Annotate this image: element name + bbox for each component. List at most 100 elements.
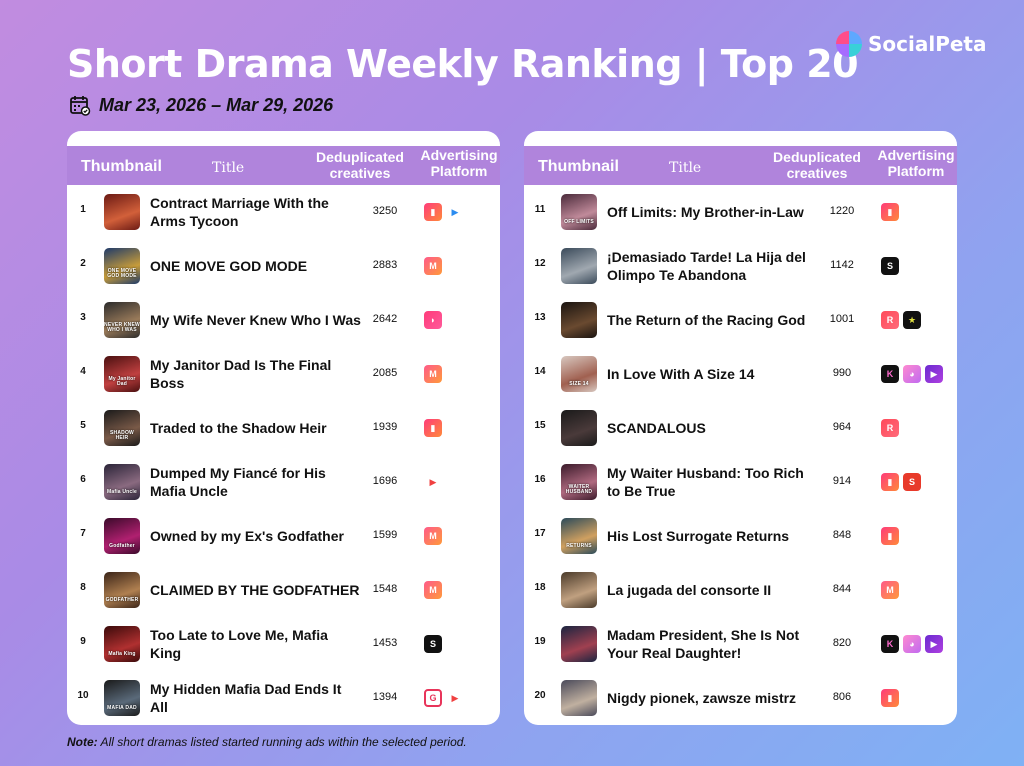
melolo-icon: M bbox=[881, 581, 899, 599]
melolo-icon: M bbox=[424, 527, 442, 545]
platform-icons: S bbox=[881, 257, 899, 275]
rank-number: 1 bbox=[80, 204, 86, 215]
table-header: Thumbnail Title Deduplicated creatives A… bbox=[67, 146, 500, 185]
drama-title: Contract Marriage With the Arms Tycoon bbox=[150, 195, 329, 229]
column-advertising-platform: Advertising Platform bbox=[420, 147, 498, 179]
rank-number: 4 bbox=[80, 366, 86, 377]
creatives-count: 1220 bbox=[829, 205, 855, 217]
platform-icons: ▮ bbox=[881, 203, 899, 221]
creatives-count: 806 bbox=[832, 691, 852, 703]
dramabox-icon: ▮ bbox=[881, 527, 899, 545]
drama-thumbnail[interactable] bbox=[561, 248, 597, 284]
rank-number: 17 bbox=[534, 528, 546, 539]
drama-thumbnail[interactable] bbox=[104, 194, 140, 230]
drama-thumbnail[interactable] bbox=[561, 680, 597, 716]
drama-thumbnail[interactable]: GODFATHER bbox=[104, 572, 140, 608]
table-row[interactable]: 6 Mafia Uncle Dumped My Fiancé for His Maf… bbox=[67, 455, 500, 509]
platform-icons: ▮ S bbox=[881, 473, 921, 491]
rank-number: 18 bbox=[534, 582, 546, 593]
column-deduplicated-creatives: Deduplicated creatives bbox=[773, 149, 861, 181]
table-row[interactable]: 8 GODFATHER CLAIMED BY THE GODFATHER 1548 M bbox=[67, 563, 500, 617]
drama-thumbnail[interactable]: My Janitor Dad bbox=[104, 356, 140, 392]
drama-thumbnail[interactable]: RETURNS bbox=[561, 518, 597, 554]
table-row[interactable]: 5 SHADOW HEIR Traded to the Shadow Heir 193… bbox=[67, 401, 500, 455]
platform-icons: ◗ bbox=[424, 311, 442, 329]
rank-number: 19 bbox=[534, 636, 546, 647]
table-row[interactable]: 13 The Return of the Racing God 1001 R ★ bbox=[524, 293, 957, 347]
drama-thumbnail[interactable] bbox=[561, 626, 597, 662]
flickreels-icon: ▶ bbox=[446, 203, 464, 221]
table-row[interactable]: 12 ¡Demasiado Tarde! La Hija del Olimpo T… bbox=[524, 239, 957, 293]
drama-thumbnail[interactable] bbox=[561, 302, 597, 338]
creatives-count: 2883 bbox=[372, 259, 398, 271]
drama-thumbnail[interactable]: SHADOW HEIR bbox=[104, 410, 140, 446]
drama-thumbnail[interactable]: MAFIA DAD bbox=[104, 680, 140, 716]
table-row[interactable]: 7 Godfather Owned by my Ex's Godfather 1599… bbox=[67, 509, 500, 563]
shorttv-icon: S bbox=[881, 257, 899, 275]
creatives-count: 990 bbox=[832, 367, 852, 379]
platform-icons: R ★ bbox=[881, 311, 921, 329]
platform-icons: M bbox=[424, 527, 442, 545]
thumbnail-caption: Mafia Uncle bbox=[107, 489, 137, 495]
creatives-count: 1696 bbox=[372, 475, 398, 487]
table-row[interactable]: 19 Madam President, She Is Not Your Real … bbox=[524, 617, 957, 671]
rank-number: 9 bbox=[80, 636, 86, 647]
drama-title: His Lost Surrogate Returns bbox=[607, 528, 790, 544]
socialpeta-logo: SocialPeta bbox=[836, 31, 987, 57]
rank-number: 13 bbox=[534, 312, 546, 323]
purple-play-icon: ▶ bbox=[925, 635, 943, 653]
table-row[interactable]: 10 MAFIA DAD My Hidden Mafia Dad Ends It A… bbox=[67, 671, 500, 725]
thumbnail-caption: RETURNS bbox=[566, 543, 592, 549]
page-title: Short Drama Weekly Ranking | Top 20 bbox=[67, 42, 859, 86]
goodshort-icon: G bbox=[424, 689, 442, 707]
table-row[interactable]: 14 SIZE 14 In Love With A Size 14 990 K ◕ ▶ bbox=[524, 347, 957, 401]
drama-thumbnail[interactable] bbox=[561, 410, 597, 446]
drama-thumbnail[interactable]: OFF LIMITS bbox=[561, 194, 597, 230]
table-row[interactable]: 4 My Janitor Dad My Janitor Dad Is The Fin… bbox=[67, 347, 500, 401]
table-row[interactable]: 3 NEVER KNEW WHO I WAS My Wife Never Knew … bbox=[67, 293, 500, 347]
table-row[interactable]: 9 Mafia King Too Late to Love Me, Mafia Ki… bbox=[67, 617, 500, 671]
kalos-icon: K bbox=[881, 365, 899, 383]
dramabox-icon: ▮ bbox=[424, 203, 442, 221]
rank-number: 12 bbox=[534, 258, 546, 269]
table-row[interactable]: 20 Nigdy pionek, zawsze mistrz 806 ▮ bbox=[524, 671, 957, 725]
drama-title: My Wife Never Knew Who I Was bbox=[150, 312, 361, 328]
creatives-count: 1548 bbox=[372, 583, 398, 595]
drama-thumbnail[interactable]: Mafia Uncle bbox=[104, 464, 140, 500]
footnote: Note: All short dramas listed started ru… bbox=[67, 735, 467, 749]
drama-thumbnail[interactable] bbox=[561, 572, 597, 608]
thumbnail-caption: SIZE 14 bbox=[569, 381, 589, 387]
table-row[interactable]: 1 Contract Marriage With the Arms Tycoon 3… bbox=[67, 185, 500, 239]
drama-title: In Love With A Size 14 bbox=[607, 366, 755, 382]
drama-thumbnail[interactable]: Godfather bbox=[104, 518, 140, 554]
drama-title: My Janitor Dad Is The Final Boss bbox=[150, 357, 332, 391]
creatives-count: 844 bbox=[832, 583, 852, 595]
drama-title: My Waiter Husband: Too Rich to Be True bbox=[607, 465, 804, 499]
creatives-count: 3250 bbox=[372, 205, 398, 217]
footnote-text: All short dramas listed started running … bbox=[97, 735, 467, 749]
drama-thumbnail[interactable]: NEVER KNEW WHO I WAS bbox=[104, 302, 140, 338]
logo-text: SocialPeta bbox=[868, 32, 987, 56]
thumbnail-caption: OFF LIMITS bbox=[564, 219, 594, 225]
dramawave-icon: ◕ bbox=[903, 365, 921, 383]
table-row[interactable]: 11 OFF LIMITS Off Limits: My Brother-in-La… bbox=[524, 185, 957, 239]
platform-icons: M bbox=[424, 257, 442, 275]
kalos-icon: K bbox=[881, 635, 899, 653]
table-row[interactable]: 16 WAITER HUSBAND My Waiter Husband: Too R… bbox=[524, 455, 957, 509]
table-row[interactable]: 2 ONE MOVE GOD MODE ONE MOVE GOD MODE 2883 M bbox=[67, 239, 500, 293]
platform-icons: K ◕ ▶ bbox=[881, 635, 943, 653]
column-deduplicated-creatives: Deduplicated creatives bbox=[316, 149, 404, 181]
thumbnail-caption: WAITER HUSBAND bbox=[565, 484, 593, 495]
table-row[interactable]: 17 RETURNS His Lost Surrogate Returns 848 ▮ bbox=[524, 509, 957, 563]
ranking-table-left: Thumbnail Title Deduplicated creatives A… bbox=[67, 131, 500, 725]
drama-thumbnail[interactable]: WAITER HUSBAND bbox=[561, 464, 597, 500]
thumbnail-caption: Mafia King bbox=[108, 651, 136, 657]
drama-thumbnail[interactable]: Mafia King bbox=[104, 626, 140, 662]
platform-icons: ▮ bbox=[424, 419, 442, 437]
date-range: Mar 23, 2026 – Mar 29, 2026 bbox=[69, 94, 333, 116]
drama-thumbnail[interactable]: ONE MOVE GOD MODE bbox=[104, 248, 140, 284]
creatives-count: 1001 bbox=[829, 313, 855, 325]
table-row[interactable]: 15 SCANDALOUS 964 R bbox=[524, 401, 957, 455]
drama-thumbnail[interactable]: SIZE 14 bbox=[561, 356, 597, 392]
table-row[interactable]: 18 La jugada del consorte II 844 M bbox=[524, 563, 957, 617]
